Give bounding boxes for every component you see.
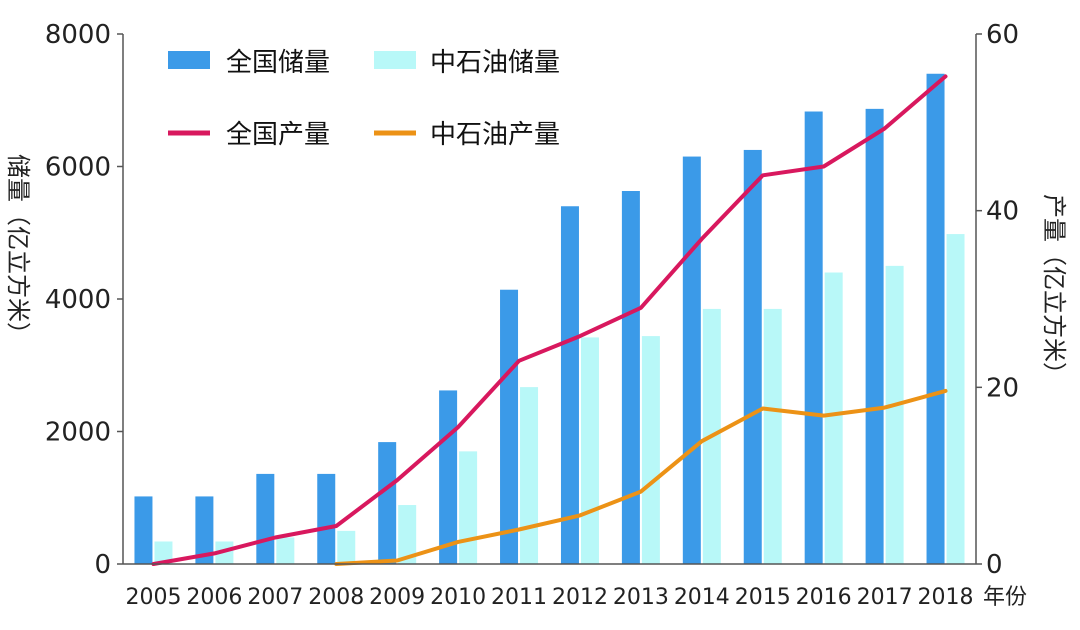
bar-national-reserve-2012 <box>560 206 579 564</box>
bar-national-reserve-2006 <box>195 496 214 564</box>
y-left-tick-label: 4000 <box>45 285 111 315</box>
line-cnpc-production <box>334 388 948 566</box>
x-tick-label-2012: 2012 <box>552 585 608 610</box>
bar-national-reserve-2005 <box>134 496 153 564</box>
x-tick-label-2006: 2006 <box>186 585 242 610</box>
y-right-tick-label: 60 <box>986 20 1019 50</box>
bar-cnpc-reserve-2015 <box>763 308 782 564</box>
y-left-tick-label: 6000 <box>45 153 111 183</box>
x-tick-label-2018: 2018 <box>918 585 974 610</box>
ticks-layer: 0 2000 4000 6000 8000 0 20 40 60 2005 2006 2007 2008… <box>45 20 1019 610</box>
bar-cnpc-reserve-2011 <box>520 387 539 564</box>
y-right-tick-label: 0 <box>986 550 1003 580</box>
bar-cnpc-reserve-2007 <box>276 537 295 564</box>
line-national-production <box>151 74 948 566</box>
legend-swatch-cnpc-reserve <box>374 51 416 69</box>
bar-cnpc-reserve-2013 <box>641 336 660 564</box>
bar-cnpc-reserve-2017 <box>885 265 904 564</box>
x-axis-title: 年份 <box>983 585 1027 610</box>
x-tick-label-2015: 2015 <box>735 585 791 610</box>
bar-cnpc-reserve-2010 <box>459 451 478 564</box>
bar-national-reserve-2013 <box>621 191 640 564</box>
x-tick-label-2014: 2014 <box>674 585 730 610</box>
y-axis-left-title: 储量（亿立方米） <box>4 154 32 346</box>
bar-national-reserve-2010 <box>439 390 458 564</box>
x-tick-label-2005: 2005 <box>125 585 181 610</box>
bar-cnpc-reserve-2012 <box>580 337 599 564</box>
bar-national-reserve-2016 <box>804 111 823 564</box>
x-tick-label-2017: 2017 <box>857 585 913 610</box>
bar-cnpc-reserve-2018 <box>946 234 965 564</box>
bar-national-reserve-2009 <box>378 442 397 564</box>
bar-cnpc-reserve-2016 <box>824 272 843 564</box>
x-tick-label-2013: 2013 <box>613 585 669 610</box>
legend: 全国储量 中石油储量 全国产量 中石油产量 <box>168 48 560 150</box>
bars-layer <box>134 73 965 565</box>
bar-national-reserve-2007 <box>256 473 275 564</box>
bar-cnpc-reserve-2008 <box>337 530 356 564</box>
y-left-tick-label: 0 <box>94 550 111 580</box>
bar-national-reserve-2015 <box>743 149 762 564</box>
legend-label-cnpc-production: 中石油产量 <box>430 120 560 150</box>
legend-swatch-national-reserve <box>168 51 210 69</box>
x-tick-label-2011: 2011 <box>491 585 547 610</box>
y-left-tick-label: 2000 <box>45 418 111 448</box>
axes-layer <box>117 33 982 565</box>
x-tick-label-2007: 2007 <box>247 585 303 610</box>
bar-national-reserve-2011 <box>500 289 519 564</box>
x-tick-label-2010: 2010 <box>430 585 486 610</box>
x-tick-label-2016: 2016 <box>796 585 852 610</box>
bar-national-reserve-2018 <box>926 73 945 564</box>
y-left-tick-label: 8000 <box>45 20 111 50</box>
x-tick-label-2009: 2009 <box>369 585 425 610</box>
bar-national-reserve-2008 <box>317 473 336 564</box>
lines-layer <box>151 74 948 566</box>
bar-national-reserve-2017 <box>865 108 884 565</box>
bar-cnpc-reserve-2009 <box>398 505 417 564</box>
y-axis-right-title: 产量（亿立方米） <box>1040 194 1068 386</box>
legend-label-national-production: 全国产量 <box>226 120 330 150</box>
x-tick-label-2008: 2008 <box>308 585 364 610</box>
y-right-tick-label: 40 <box>986 197 1019 227</box>
y-right-tick-label: 20 <box>986 373 1019 403</box>
bar-cnpc-reserve-2005 <box>154 541 173 564</box>
bar-national-reserve-2014 <box>682 156 701 564</box>
legend-label-cnpc-reserve: 中石油储量 <box>430 48 560 78</box>
legend-label-national-reserve: 全国储量 <box>226 48 330 78</box>
